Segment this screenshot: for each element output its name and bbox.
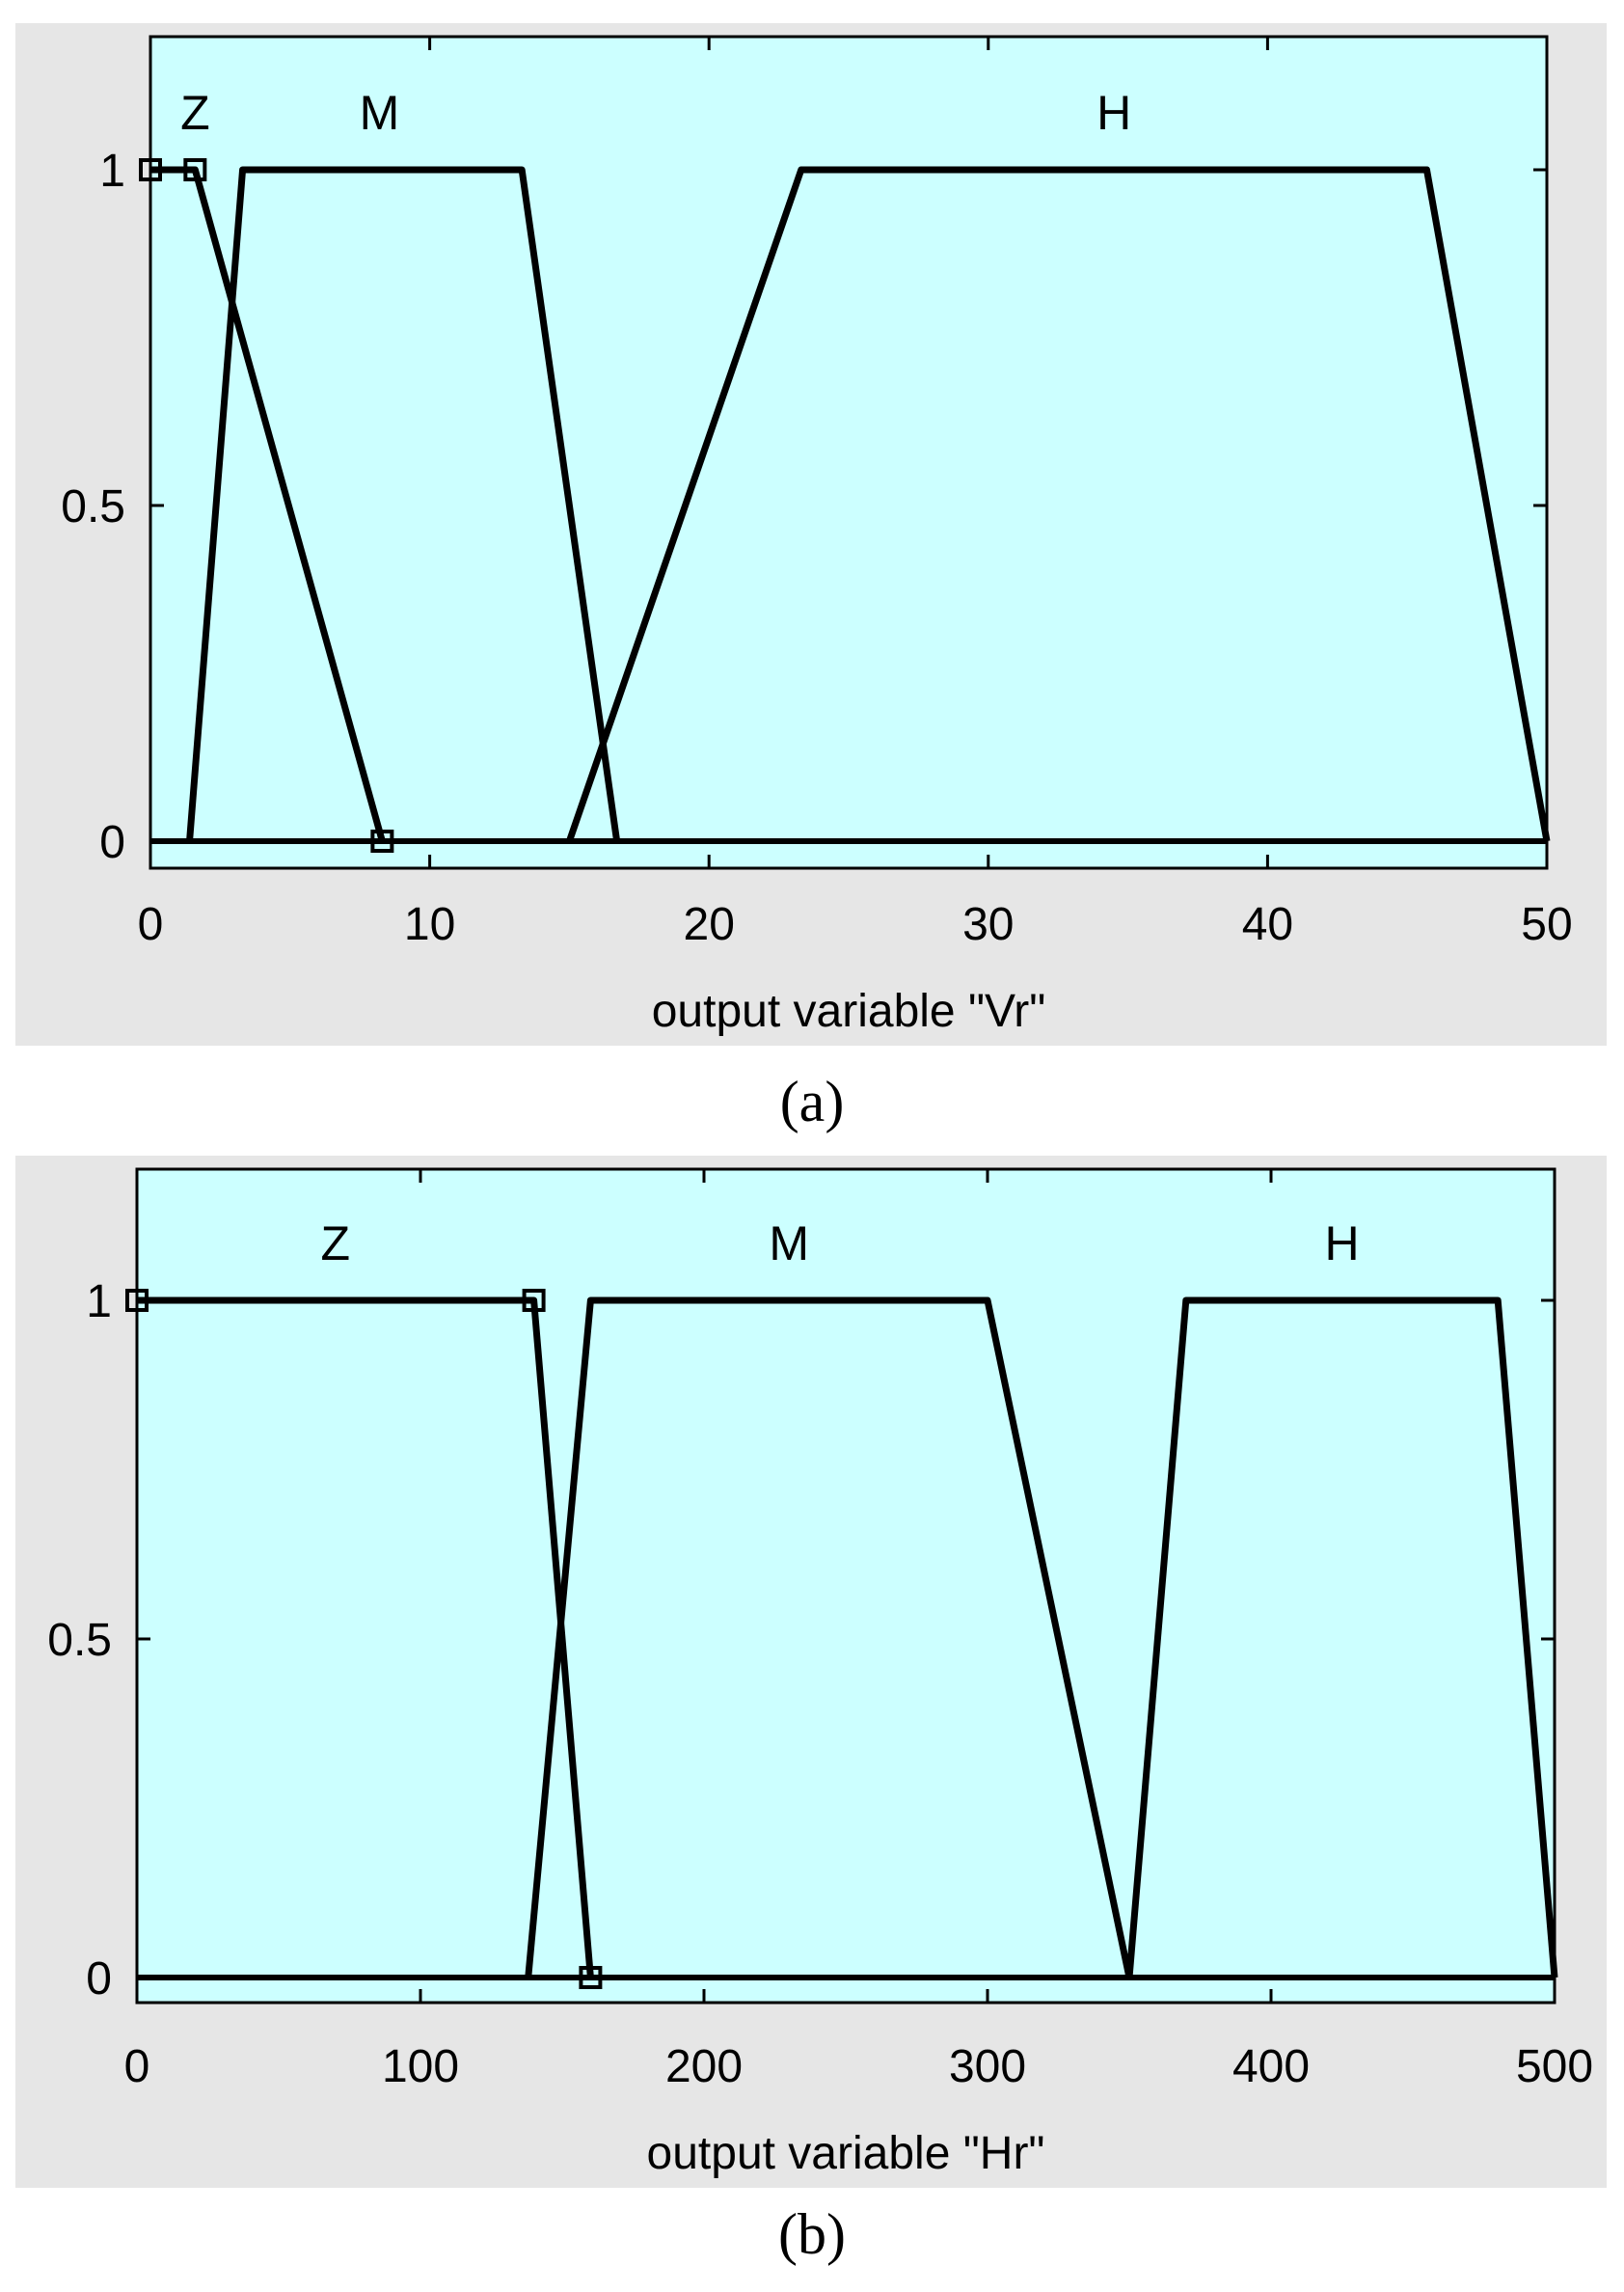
- y-tick-label: 0: [99, 817, 125, 868]
- x-tick-label: 400: [1232, 2041, 1310, 2092]
- mf-line-z: [150, 166, 386, 842]
- mf-vertex-marker: [183, 158, 207, 181]
- caption-b: (b): [778, 2202, 846, 2266]
- y-tick-label: 0.5: [61, 481, 125, 532]
- x-tick-label: 20: [684, 899, 735, 950]
- mf-vertex-marker: [139, 158, 162, 181]
- y-tick-label: 0.5: [47, 1615, 112, 1666]
- mf-line-m: [525, 1296, 1133, 1978]
- x-tick-label: 10: [404, 899, 455, 950]
- mf-label-h: H: [1324, 1216, 1359, 1270]
- mf-line-h: [1125, 1296, 1558, 1978]
- x-tick-label: 200: [665, 2041, 743, 2092]
- x-tick-label: 0: [138, 899, 164, 950]
- mf-label-m: M: [769, 1216, 809, 1270]
- x-tick-label: 300: [949, 2041, 1026, 2092]
- mf-vertex-marker: [370, 830, 394, 853]
- x-tick-label: 30: [962, 899, 1014, 950]
- x-axis-label: output variable "Vr": [652, 986, 1046, 1037]
- x-tick-label: 0: [124, 2041, 150, 2092]
- mf-label-z: Z: [321, 1216, 351, 1270]
- mf-vertex-marker: [125, 1289, 149, 1312]
- mf-vertex-marker: [579, 1966, 603, 1989]
- y-tick-label: 1: [86, 1276, 112, 1327]
- caption-a: (a): [779, 1070, 845, 1133]
- mf-vertex-marker: [522, 1289, 546, 1312]
- x-axis-label: output variable "Hr": [647, 2128, 1045, 2179]
- mf-line-h: [566, 166, 1551, 843]
- y-tick-label: 1: [99, 146, 125, 197]
- x-tick-label: 100: [382, 2041, 459, 2092]
- x-tick-label: 500: [1516, 2041, 1593, 2092]
- mf-label-z: Z: [180, 86, 210, 140]
- mf-line-z: [137, 1296, 594, 1978]
- plot-area: [135, 1167, 1556, 2005]
- mf-label-m: M: [360, 86, 400, 140]
- x-tick-label: 50: [1521, 899, 1572, 950]
- plot-area: [149, 35, 1549, 870]
- mf-line-m: [186, 166, 621, 842]
- y-tick-label: 0: [86, 1953, 112, 2005]
- x-tick-label: 40: [1242, 899, 1293, 950]
- mf-label-h: H: [1096, 86, 1131, 140]
